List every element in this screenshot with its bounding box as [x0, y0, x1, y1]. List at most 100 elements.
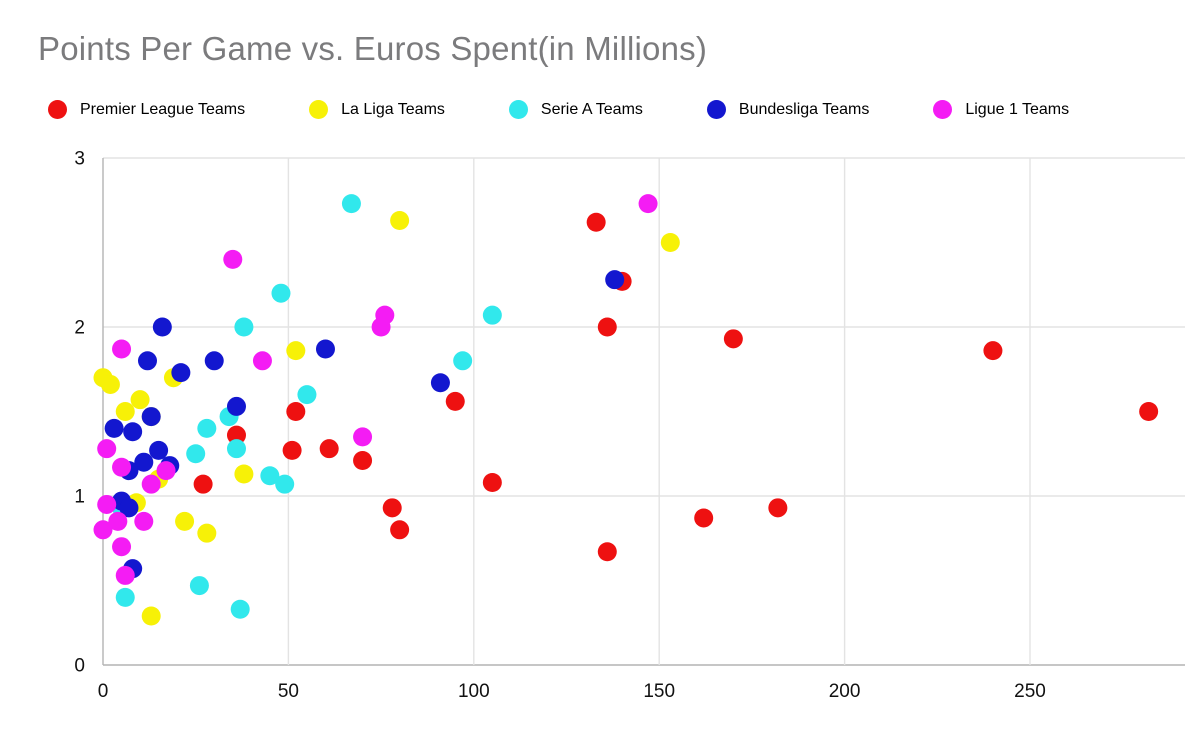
data-point[interactable]	[282, 440, 302, 460]
x-tick-label: 100	[458, 681, 490, 702]
legend-dot-icon	[706, 100, 726, 119]
data-point[interactable]	[130, 390, 150, 410]
data-point[interactable]	[586, 212, 606, 232]
data-point[interactable]	[119, 498, 139, 518]
legend-item-label: La Liga Teams	[341, 100, 445, 118]
data-point[interactable]	[694, 508, 714, 528]
data-point[interactable]	[141, 474, 161, 494]
legend-item-label: Ligue 1 Teams	[965, 100, 1070, 118]
data-point[interactable]	[390, 211, 410, 231]
data-point[interactable]	[341, 194, 361, 214]
x-tick-label: 200	[829, 681, 861, 702]
legend-dot-icon	[508, 100, 528, 119]
data-point[interactable]	[141, 407, 161, 427]
y-tick-label: 3	[74, 148, 85, 169]
data-point[interactable]	[297, 385, 317, 405]
data-point[interactable]	[93, 520, 113, 540]
data-point[interactable]	[445, 391, 465, 411]
data-point[interactable]	[260, 466, 280, 486]
y-tick-label: 0	[74, 655, 85, 676]
data-point[interactable]	[226, 396, 246, 416]
data-point[interactable]	[371, 317, 391, 337]
legend-dot-icon	[309, 100, 329, 119]
data-point[interactable]	[723, 329, 743, 349]
data-point[interactable]	[382, 498, 402, 518]
data-point[interactable]	[189, 576, 209, 596]
data-point[interactable]	[193, 474, 213, 494]
data-point[interactable]	[319, 439, 339, 459]
data-point[interactable]	[97, 494, 117, 514]
legend-item-0[interactable]: Premier League Teams	[48, 100, 245, 119]
data-point[interactable]	[768, 498, 788, 518]
data-point[interactable]	[482, 472, 502, 492]
legend-item-2[interactable]: Serie A Teams	[508, 100, 643, 119]
data-point[interactable]	[983, 341, 1003, 361]
data-point[interactable]	[223, 249, 243, 269]
data-point[interactable]	[390, 520, 410, 540]
data-point[interactable]	[605, 270, 625, 290]
data-point[interactable]	[171, 363, 191, 383]
page-title: Points Per Game vs. Euros Spent(in Milli…	[38, 30, 708, 67]
data-point[interactable]	[275, 474, 295, 494]
legend: Premier League Teams La Liga Teams Serie…	[48, 100, 1069, 119]
data-point[interactable]	[152, 317, 172, 337]
data-point[interactable]	[226, 425, 246, 445]
data-point[interactable]	[137, 351, 157, 371]
data-point[interactable]	[134, 511, 154, 531]
data-point[interactable]	[186, 444, 206, 464]
data-point[interactable]	[234, 464, 254, 484]
data-point[interactable]	[100, 374, 120, 394]
data-point[interactable]	[115, 565, 135, 585]
legend-item-label: Premier League Teams	[80, 100, 246, 118]
data-point[interactable]	[226, 439, 246, 459]
data-point[interactable]	[197, 418, 217, 438]
data-point[interactable]	[597, 317, 617, 337]
data-point[interactable]	[638, 194, 658, 214]
legend-dot-icon	[933, 100, 953, 119]
data-point[interactable]	[453, 351, 473, 371]
data-point[interactable]	[134, 452, 154, 472]
data-point[interactable]	[112, 339, 132, 359]
data-point[interactable]	[353, 451, 373, 471]
y-tick-label: 2	[74, 317, 85, 338]
data-point[interactable]	[660, 233, 680, 252]
data-point[interactable]	[271, 283, 291, 303]
data-point[interactable]	[204, 351, 224, 371]
data-point[interactable]	[115, 402, 135, 421]
data-point[interactable]	[112, 537, 132, 557]
data-point[interactable]	[597, 542, 617, 562]
x-tick-label: 0	[98, 681, 109, 702]
y-tick-label: 1	[74, 486, 85, 507]
x-tick-label: 150	[643, 681, 675, 702]
data-point[interactable]	[112, 457, 132, 477]
legend-item-label: Serie A Teams	[540, 100, 643, 118]
data-point[interactable]	[315, 339, 335, 359]
data-point[interactable]	[175, 511, 195, 531]
data-point[interactable]	[197, 523, 217, 543]
legend-item-4[interactable]: Ligue 1 Teams	[933, 100, 1069, 119]
legend-item-1[interactable]: La Liga Teams	[309, 100, 445, 119]
data-point[interactable]	[234, 317, 254, 337]
data-point[interactable]	[123, 422, 143, 442]
data-point[interactable]	[97, 439, 117, 459]
data-point[interactable]	[482, 305, 502, 325]
data-point[interactable]	[230, 599, 250, 619]
data-point[interactable]	[141, 606, 161, 626]
data-point[interactable]	[286, 341, 306, 361]
legend-item-label: Bundesliga Teams	[738, 100, 870, 118]
x-tick-label: 50	[278, 681, 299, 702]
legend-item-3[interactable]: Bundesliga Teams	[706, 100, 870, 119]
data-point[interactable]	[286, 402, 306, 421]
data-point[interactable]	[156, 461, 176, 481]
data-point[interactable]	[115, 587, 135, 607]
data-point[interactable]	[1139, 402, 1159, 421]
data-point[interactable]	[104, 418, 124, 438]
data-point[interactable]	[108, 511, 128, 531]
data-point[interactable]	[353, 427, 373, 447]
data-point[interactable]	[252, 351, 272, 371]
data-point[interactable]	[430, 373, 450, 393]
data-point[interactable]	[149, 440, 169, 460]
legend-dot-icon	[48, 100, 67, 119]
